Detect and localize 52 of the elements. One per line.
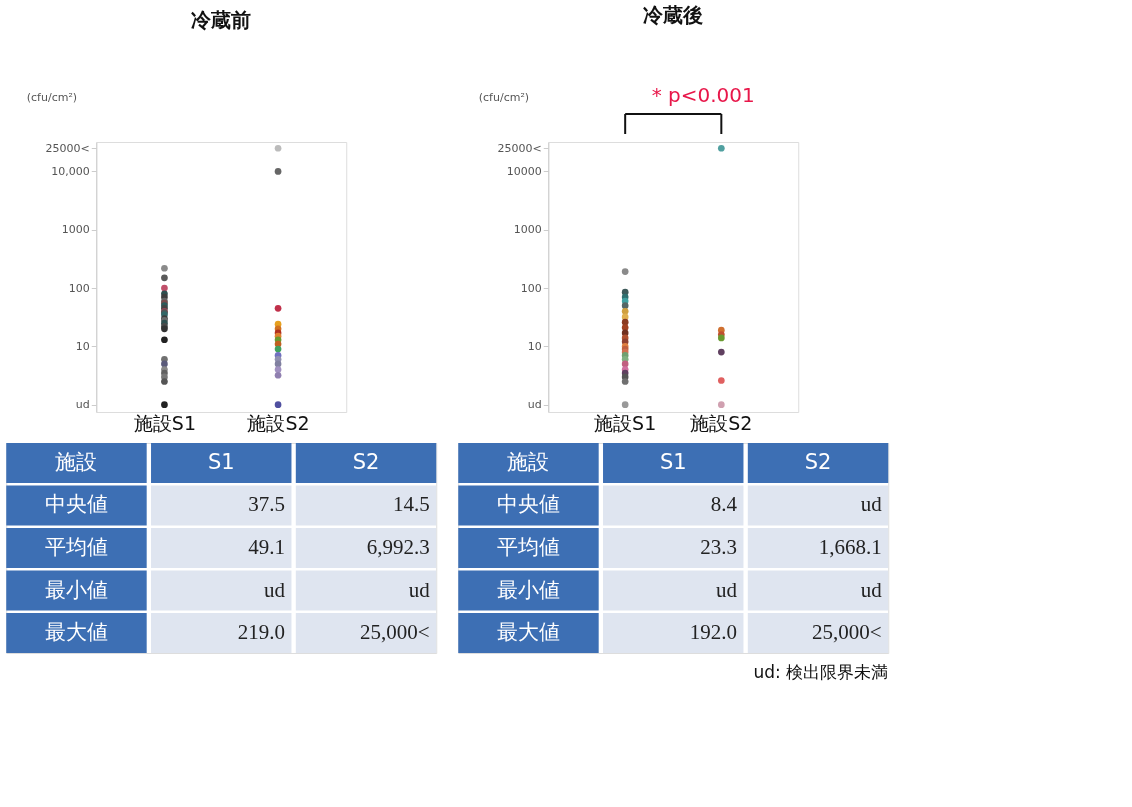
text: 49.1 [248,535,285,559]
y-tick-label: 10 [527,339,542,353]
category-label: 最大値 [496,620,560,645]
text: ud: 検出限界未満 [753,662,889,682]
text: 施設 [55,449,98,474]
category-label: S2 [804,449,832,474]
category-label: 最小値 [44,577,108,602]
text: ud [860,492,882,517]
chart-title: 冷蔵前 [191,8,252,32]
y-tick-label: 10000 [506,164,542,178]
category-label: S1 [207,449,235,474]
y-tick-label: 10,000 [51,164,90,178]
category-label: S1 [659,449,687,474]
x-tick-label: 施設S2 [247,411,310,434]
y-axis-title: (cfu/cm²) [26,90,78,104]
category-label: S2 [352,449,380,474]
text: 25,000< [360,620,430,645]
y-tick-label: 10 [75,339,90,353]
text: * p<0.001 [651,83,755,107]
y-tick-label: ud [527,398,542,412]
x-tick-label: 施設S1 [594,411,657,434]
category-label: 最小値 [496,577,560,602]
text: 25,000< [812,620,882,645]
y-tick-label: 1000 [61,223,90,237]
category-label: 最大値 [44,620,108,645]
y-tick-label: 25000< [497,141,542,155]
text: ud [860,577,882,602]
y-tick-label: 25000< [45,141,90,155]
text: 14.5 [392,492,430,517]
category-label: 中央値 [44,492,108,517]
chart-title: 冷蔵後 [643,3,704,27]
y-tick-label: 100 [520,281,542,295]
category-label: 中央値 [496,492,560,517]
text: 23.3 [700,535,737,559]
text: ud [715,577,737,602]
text: 1,668.1 [818,535,882,559]
y-axis-title: (cfu/cm²) [478,90,530,104]
category-label: 平均値 [44,535,108,559]
y-tick-label: 100 [68,281,90,295]
category-label: 平均値 [496,535,560,559]
y-tick-label: ud [75,398,90,412]
text: ud [408,577,430,602]
text: 6,992.3 [366,535,430,559]
y-tick-label: 1000 [513,223,542,237]
text: 8.4 [710,492,737,517]
text: 192.0 [689,620,737,645]
text: 219.0 [237,620,285,645]
x-tick-label: 施設S1 [133,411,197,434]
text: ud [263,577,285,602]
x-tick-label: 施設S2 [690,411,753,434]
text: 37.5 [248,492,285,517]
text: 施設 [507,449,550,474]
